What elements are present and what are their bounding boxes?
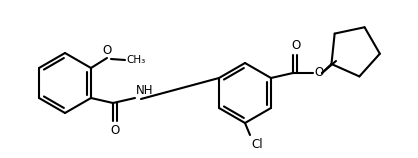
Text: Cl: Cl: [251, 138, 263, 151]
Text: NH: NH: [136, 84, 153, 97]
Text: O: O: [110, 124, 120, 137]
Text: O: O: [314, 67, 323, 79]
Text: CH₃: CH₃: [126, 55, 145, 65]
Text: O: O: [291, 39, 301, 52]
Text: O: O: [102, 44, 112, 57]
